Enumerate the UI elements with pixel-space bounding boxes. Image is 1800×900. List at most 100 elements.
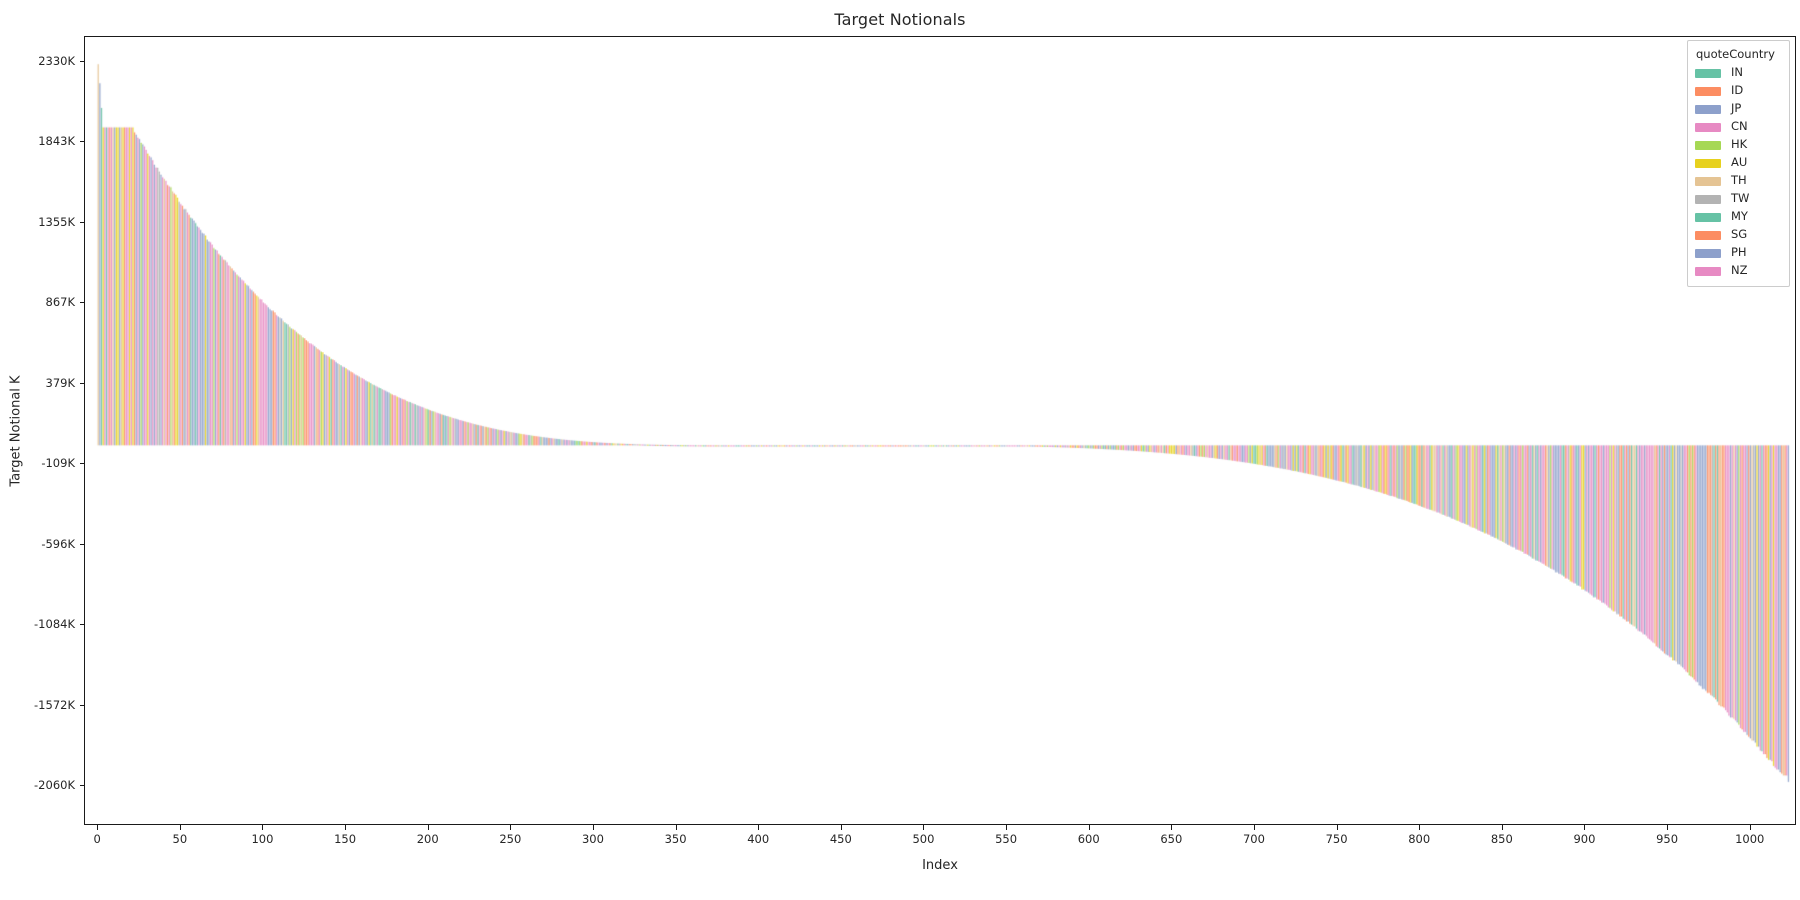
x-tick-mark [840, 825, 842, 830]
legend-item-hk[interactable]: HK [1695, 136, 1782, 154]
y-tick-mark [79, 704, 84, 706]
y-tick-label: 1843K [38, 134, 75, 149]
y-tick-mark [79, 543, 84, 545]
legend-label: NZ [1731, 263, 1748, 278]
y-axis-label-wrapper: Target Notional K [9, 36, 24, 825]
x-tick-label: 650 [1160, 832, 1183, 846]
x-tick-mark [1419, 825, 1421, 830]
legend-label: AU [1731, 155, 1748, 170]
x-tick-mark [1253, 825, 1255, 830]
y-tick-mark [79, 302, 84, 304]
legend-swatch-icon [1695, 266, 1721, 276]
y-tick-label: 2330K [38, 53, 75, 68]
y-tick-label: -109K [41, 456, 75, 471]
x-tick-mark [1749, 825, 1751, 830]
legend-label: JP [1731, 101, 1742, 116]
y-tick-label: 867K [45, 295, 76, 310]
legend-label: HK [1731, 137, 1748, 152]
legend-item-tw[interactable]: TW [1695, 190, 1782, 208]
legend-label: CN [1731, 119, 1748, 134]
legend-label: TH [1731, 173, 1747, 188]
y-tick-label: -2060K [34, 778, 75, 793]
y-axis-label: Target Notional K [8, 374, 24, 487]
x-axis-label: Index [922, 858, 958, 873]
legend-label: MY [1731, 209, 1748, 224]
y-tick-label: -596K [41, 536, 75, 551]
x-tick-label: 450 [829, 832, 852, 846]
x-tick-mark [510, 825, 512, 830]
x-tick-label: 0 [93, 832, 101, 846]
legend-swatch-icon [1695, 68, 1721, 78]
x-tick-label: 800 [1408, 832, 1431, 846]
x-tick-label: 50 [172, 832, 188, 846]
x-tick-label: 700 [1242, 832, 1265, 846]
legend-swatch-icon [1695, 176, 1721, 186]
legend-item-my[interactable]: MY [1695, 208, 1782, 226]
legend-item-in[interactable]: IN [1695, 64, 1782, 82]
x-tick-label: 900 [1573, 832, 1596, 846]
y-tick-mark [79, 382, 84, 384]
legend-item-ph[interactable]: PH [1695, 244, 1782, 262]
x-tick-mark [923, 825, 925, 830]
legend-item-cn[interactable]: CN [1695, 118, 1782, 136]
legend-swatch-icon [1695, 194, 1721, 204]
legend-item-nz[interactable]: NZ [1695, 262, 1782, 280]
legend-swatch-icon [1695, 248, 1721, 258]
legend-swatch-icon [1695, 212, 1721, 222]
legend-label: SG [1731, 227, 1748, 242]
legend-label: ID [1731, 83, 1744, 98]
y-tick-mark [79, 463, 84, 465]
x-tick-mark [1006, 825, 1008, 830]
legend: quoteCountry IN ID JP CN HK AU TH TW MY SG PH NZ [1687, 40, 1790, 287]
x-tick-label: 1000 [1735, 832, 1765, 846]
legend-label: TW [1731, 191, 1750, 206]
x-tick-label: 400 [747, 832, 770, 846]
x-tick-mark [1667, 825, 1669, 830]
legend-item-th[interactable]: TH [1695, 172, 1782, 190]
x-tick-label: 850 [1490, 832, 1513, 846]
x-tick-label: 100 [251, 832, 274, 846]
y-tick-label: 1355K [38, 214, 75, 229]
y-tick-mark [79, 785, 84, 787]
x-tick-label: 750 [1325, 832, 1348, 846]
x-tick-mark [427, 825, 429, 830]
x-tick-mark [1336, 825, 1338, 830]
x-tick-mark [675, 825, 677, 830]
legend-item-id[interactable]: ID [1695, 82, 1782, 100]
x-tick-mark [1501, 825, 1503, 830]
legend-swatch-icon [1695, 122, 1721, 132]
legend-swatch-icon [1695, 104, 1721, 114]
chart-title: Target Notionals [834, 10, 966, 29]
legend-item-jp[interactable]: JP [1695, 100, 1782, 118]
y-tick-mark [79, 221, 84, 223]
legend-item-au[interactable]: AU [1695, 154, 1782, 172]
x-tick-mark [262, 825, 264, 830]
x-tick-mark [592, 825, 594, 830]
legend-title: quoteCountry [1696, 47, 1775, 61]
x-tick-mark [179, 825, 181, 830]
legend-swatch-icon [1695, 158, 1721, 168]
x-tick-mark [758, 825, 760, 830]
x-tick-label: 150 [334, 832, 357, 846]
x-tick-label: 200 [416, 832, 439, 846]
legend-label: IN [1731, 65, 1743, 80]
x-tick-mark [1171, 825, 1173, 830]
x-tick-label: 950 [1656, 832, 1679, 846]
legend-swatch-icon [1695, 86, 1721, 96]
y-tick-label: -1572K [34, 697, 75, 712]
legend-swatch-icon [1695, 140, 1721, 150]
bar-series-canvas [85, 37, 1795, 824]
x-tick-label: 550 [995, 832, 1018, 846]
x-tick-label: 600 [1077, 832, 1100, 846]
x-tick-label: 500 [912, 832, 935, 846]
legend-item-sg[interactable]: SG [1695, 226, 1782, 244]
y-tick-mark [79, 624, 84, 626]
x-tick-mark [345, 825, 347, 830]
x-tick-mark [97, 825, 99, 830]
x-tick-label: 300 [581, 832, 604, 846]
x-tick-label: 350 [664, 832, 687, 846]
x-tick-label: 250 [499, 832, 522, 846]
legend-swatch-icon [1695, 230, 1721, 240]
y-tick-mark [79, 141, 84, 143]
